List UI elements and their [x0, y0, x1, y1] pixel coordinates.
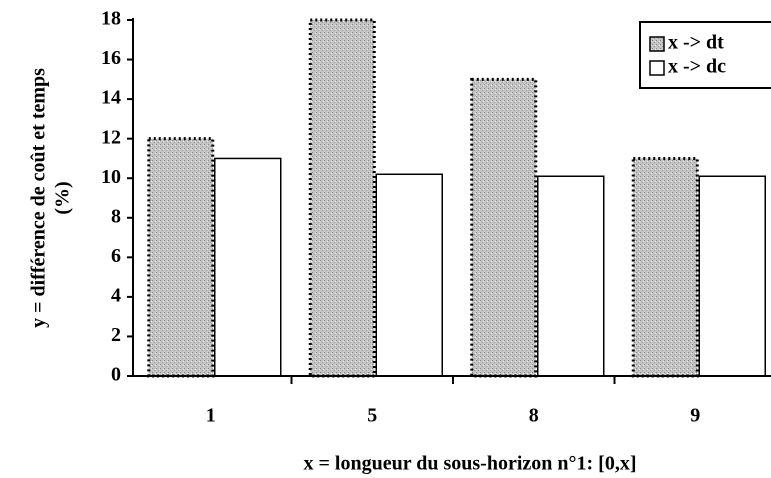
x-axis-title: x = longueur du sous-horizon n°1: [0,x]: [304, 453, 637, 475]
bar: [147, 137, 215, 378]
y-tick-label: 10: [101, 166, 121, 188]
x-tick-label: 5: [367, 405, 377, 427]
legend-label: x -> dc: [668, 56, 726, 78]
y-tick-label: 12: [101, 126, 121, 148]
y-tick-label: 18: [101, 8, 121, 30]
x-tick-label: 1: [206, 405, 216, 427]
x-tick-label: 9: [690, 405, 700, 427]
bar: [470, 77, 538, 378]
legend-swatch: [649, 60, 665, 76]
bar: [698, 175, 766, 377]
bar: [308, 18, 376, 378]
y-tick-label: 16: [101, 47, 121, 69]
legend-swatch: [649, 36, 665, 52]
bar: [375, 173, 443, 377]
legend-label: x -> dt: [668, 32, 724, 54]
y-axis-title: (%): [52, 181, 74, 214]
bar: [631, 156, 699, 378]
y-tick-label: 0: [111, 364, 121, 386]
legend: [639, 21, 771, 89]
y-tick-label: 6: [111, 245, 121, 267]
y-tick-label: 2: [111, 324, 121, 346]
bar: [537, 175, 605, 377]
y-tick-label: 8: [111, 205, 121, 227]
y-tick-label: 14: [101, 87, 121, 109]
y-tick-label: 4: [111, 284, 121, 306]
y-axis-title: y = différence de coût et temps: [28, 68, 50, 328]
bar: [214, 157, 282, 377]
x-tick-label: 8: [529, 405, 539, 427]
